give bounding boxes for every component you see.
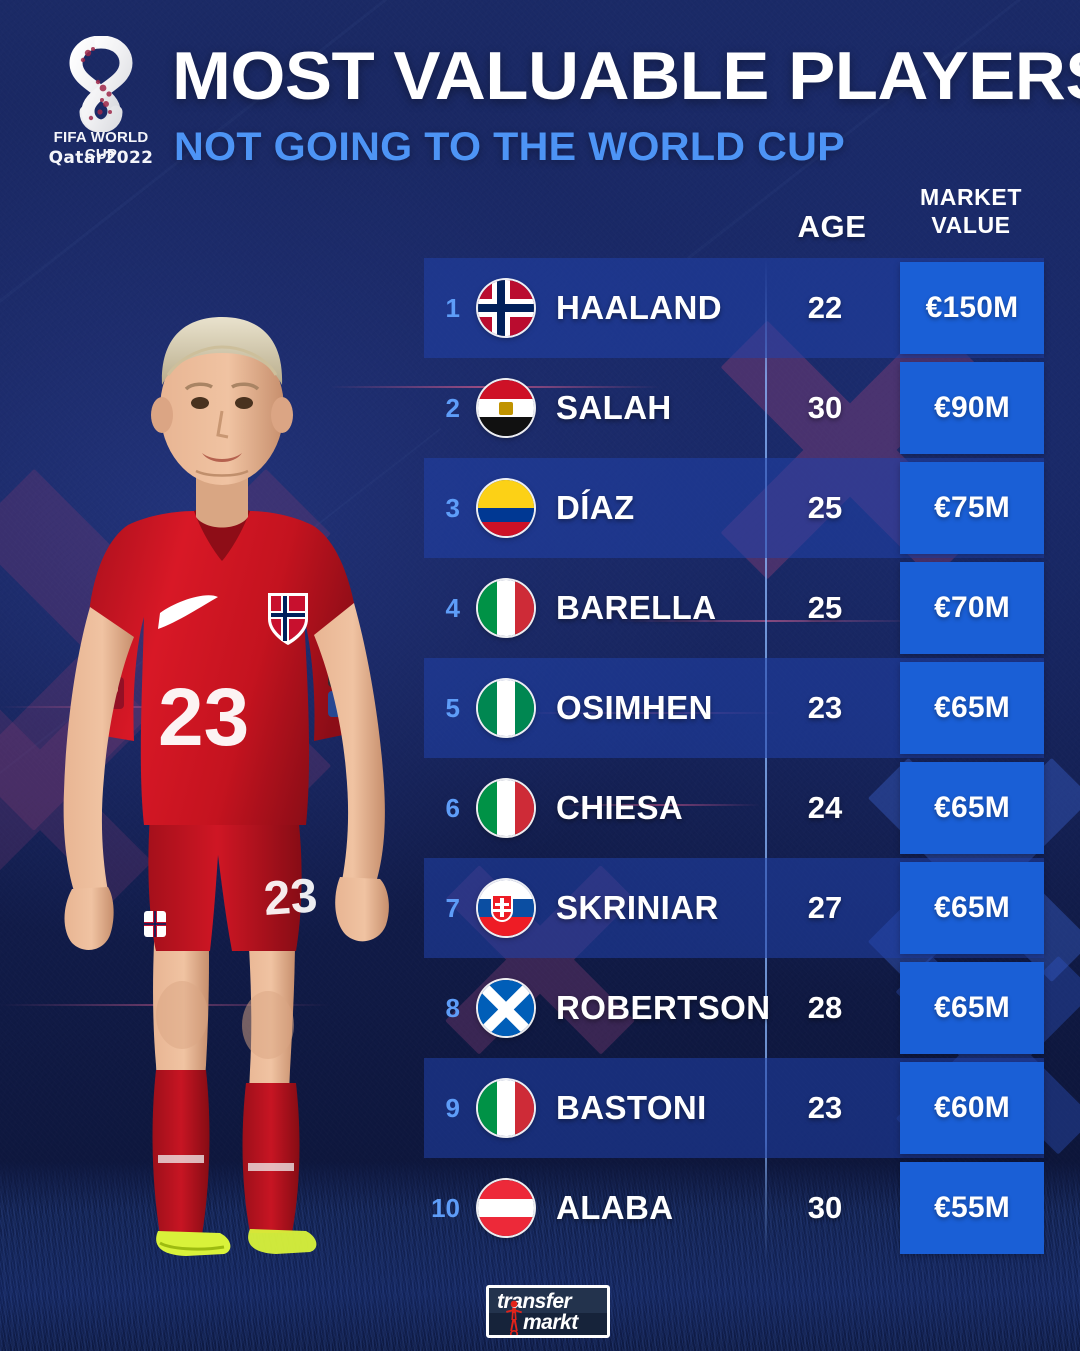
player-photo-haaland: 23 23 xyxy=(10,225,430,1260)
row-player-name: SKRINIAR xyxy=(556,889,719,926)
row-age: 30 xyxy=(807,1190,843,1225)
table-row[interactable]: 7 SKRINIAR 27 €65M xyxy=(424,858,1044,958)
flag-italy xyxy=(478,580,534,636)
flag-italy xyxy=(478,1080,534,1136)
flag-austria xyxy=(478,1180,534,1236)
transfermarkt-word-1: transfer xyxy=(497,1290,572,1313)
flag-slovakia xyxy=(478,880,534,936)
row-rank: 5 xyxy=(445,692,460,723)
row-rank: 6 xyxy=(445,792,460,823)
row-player-name: BARELLA xyxy=(556,589,717,626)
row-age: 25 xyxy=(807,490,843,525)
flag-colombia xyxy=(478,480,534,536)
table-row[interactable]: 2 SALAH 30 €90M xyxy=(424,358,1044,458)
row-age: 30 xyxy=(807,390,843,425)
row-age: 27 xyxy=(807,890,843,925)
transfermarkt-player-icon xyxy=(506,1300,522,1335)
row-market-value-text: €150M xyxy=(925,291,1019,324)
table-row[interactable]: 1 HAALAND 22 €150M xyxy=(424,258,1044,358)
flag-scotland xyxy=(478,980,534,1036)
row-market-value: €55M xyxy=(900,1162,1044,1254)
row-market-value: €65M xyxy=(900,762,1044,854)
svg-text:23: 23 xyxy=(262,869,319,926)
row-market-value-text: €65M xyxy=(934,791,1010,824)
qatar-emblem-icon xyxy=(69,36,133,132)
column-header-age: AGE xyxy=(797,209,867,244)
row-rank: 7 xyxy=(445,892,460,923)
logo-band xyxy=(489,1313,607,1335)
row-market-value: €65M xyxy=(900,962,1044,1054)
row-rank: 1 xyxy=(445,292,460,323)
row-rank: 10 xyxy=(431,1192,460,1223)
table-row[interactable]: 3 DÍAZ 25 €75M xyxy=(424,458,1044,558)
row-market-value-text: €65M xyxy=(934,691,1010,724)
table-row[interactable]: 10 ALABA 30 €55M xyxy=(424,1158,1044,1258)
row-market-value-text: €65M xyxy=(934,991,1010,1024)
row-player-name: DÍAZ xyxy=(556,489,635,526)
flag-egypt xyxy=(478,380,534,436)
header: FIFA WORLD CUP Qatar2022 MOST VALUABLE P… xyxy=(0,0,1080,200)
row-market-value-text: €65M xyxy=(934,891,1010,924)
row-player-name: ROBERTSON xyxy=(556,989,771,1026)
row-age: 23 xyxy=(807,690,843,725)
page-subtitle: NOT GOING TO THE WORLD CUP xyxy=(174,125,846,169)
svg-text:23: 23 xyxy=(158,672,249,763)
accent-line xyxy=(620,620,920,622)
row-player-name: ALABA xyxy=(556,1189,674,1226)
table-row[interactable]: 6 CHIESA 24 €65M xyxy=(424,758,1044,858)
page-title: MOST VALUABLE PLAYERS xyxy=(172,38,1080,114)
flag-italy xyxy=(478,780,534,836)
row-age: 28 xyxy=(807,990,843,1025)
row-rank: 4 xyxy=(445,592,460,623)
row-rank: 9 xyxy=(445,1092,460,1123)
row-player-name: HAALAND xyxy=(556,289,722,326)
column-header-market-value-line2: VALUE xyxy=(931,212,1011,238)
row-market-value: €65M xyxy=(900,662,1044,754)
logo-line-2: Qatar2022 xyxy=(48,148,154,168)
row-age: 23 xyxy=(807,1090,843,1125)
player-illustration: 23 23 xyxy=(63,317,389,1256)
row-rank: 8 xyxy=(445,992,460,1023)
row-market-value-text: €90M xyxy=(934,391,1010,424)
row-market-value: €65M xyxy=(900,862,1044,954)
table-row[interactable]: 8 ROBERTSON 28 €65M xyxy=(424,958,1044,1058)
row-player-name: OSIMHEN xyxy=(556,689,713,726)
row-player-name: SALAH xyxy=(556,389,672,426)
table-row[interactable]: 9 BASTONI 23 €60M xyxy=(424,1058,1044,1158)
row-player-name: CHIESA xyxy=(556,789,684,826)
row-market-value: €60M xyxy=(900,1062,1044,1154)
flag-norway xyxy=(478,280,534,336)
column-header-market-value: MARKET VALUE xyxy=(900,183,1042,239)
row-market-value: €70M xyxy=(900,562,1044,654)
row-market-value-text: €70M xyxy=(934,591,1010,624)
column-header-market-value-line1: MARKET xyxy=(920,184,1022,210)
transfermarkt-word-2: markt xyxy=(523,1311,578,1334)
row-market-value-text: €60M xyxy=(934,1091,1010,1124)
row-market-value: €75M xyxy=(900,462,1044,554)
row-age: 22 xyxy=(807,290,843,325)
accent-line xyxy=(560,804,760,806)
row-player-name: BASTONI xyxy=(556,1089,707,1126)
table-row[interactable]: 5 OSIMHEN 23 €65M xyxy=(424,658,1044,758)
row-age: 24 xyxy=(807,790,843,825)
row-market-value-text: €55M xyxy=(934,1191,1010,1224)
row-market-value: €90M xyxy=(900,362,1044,454)
row-market-value: €150M xyxy=(900,262,1044,354)
fifa-world-cup-qatar-2022-logo: FIFA WORLD CUP Qatar2022 xyxy=(36,36,166,176)
row-age: 25 xyxy=(807,590,843,625)
row-rank: 2 xyxy=(445,392,460,423)
rankings-table: 1 HAALAND 22 €150M 2 SALAH 30 €90M 3 xyxy=(424,258,1044,1258)
logo-line-1: FIFA WORLD CUP xyxy=(53,129,149,163)
row-rank: 3 xyxy=(445,492,460,523)
table-row[interactable]: 4 BARELLA 25 €70M xyxy=(424,558,1044,658)
row-market-value-text: €75M xyxy=(934,491,1010,524)
column-divider xyxy=(765,258,767,1258)
transfermarkt-logo[interactable]: transfer markt xyxy=(486,1285,610,1338)
flag-nigeria xyxy=(478,680,534,736)
